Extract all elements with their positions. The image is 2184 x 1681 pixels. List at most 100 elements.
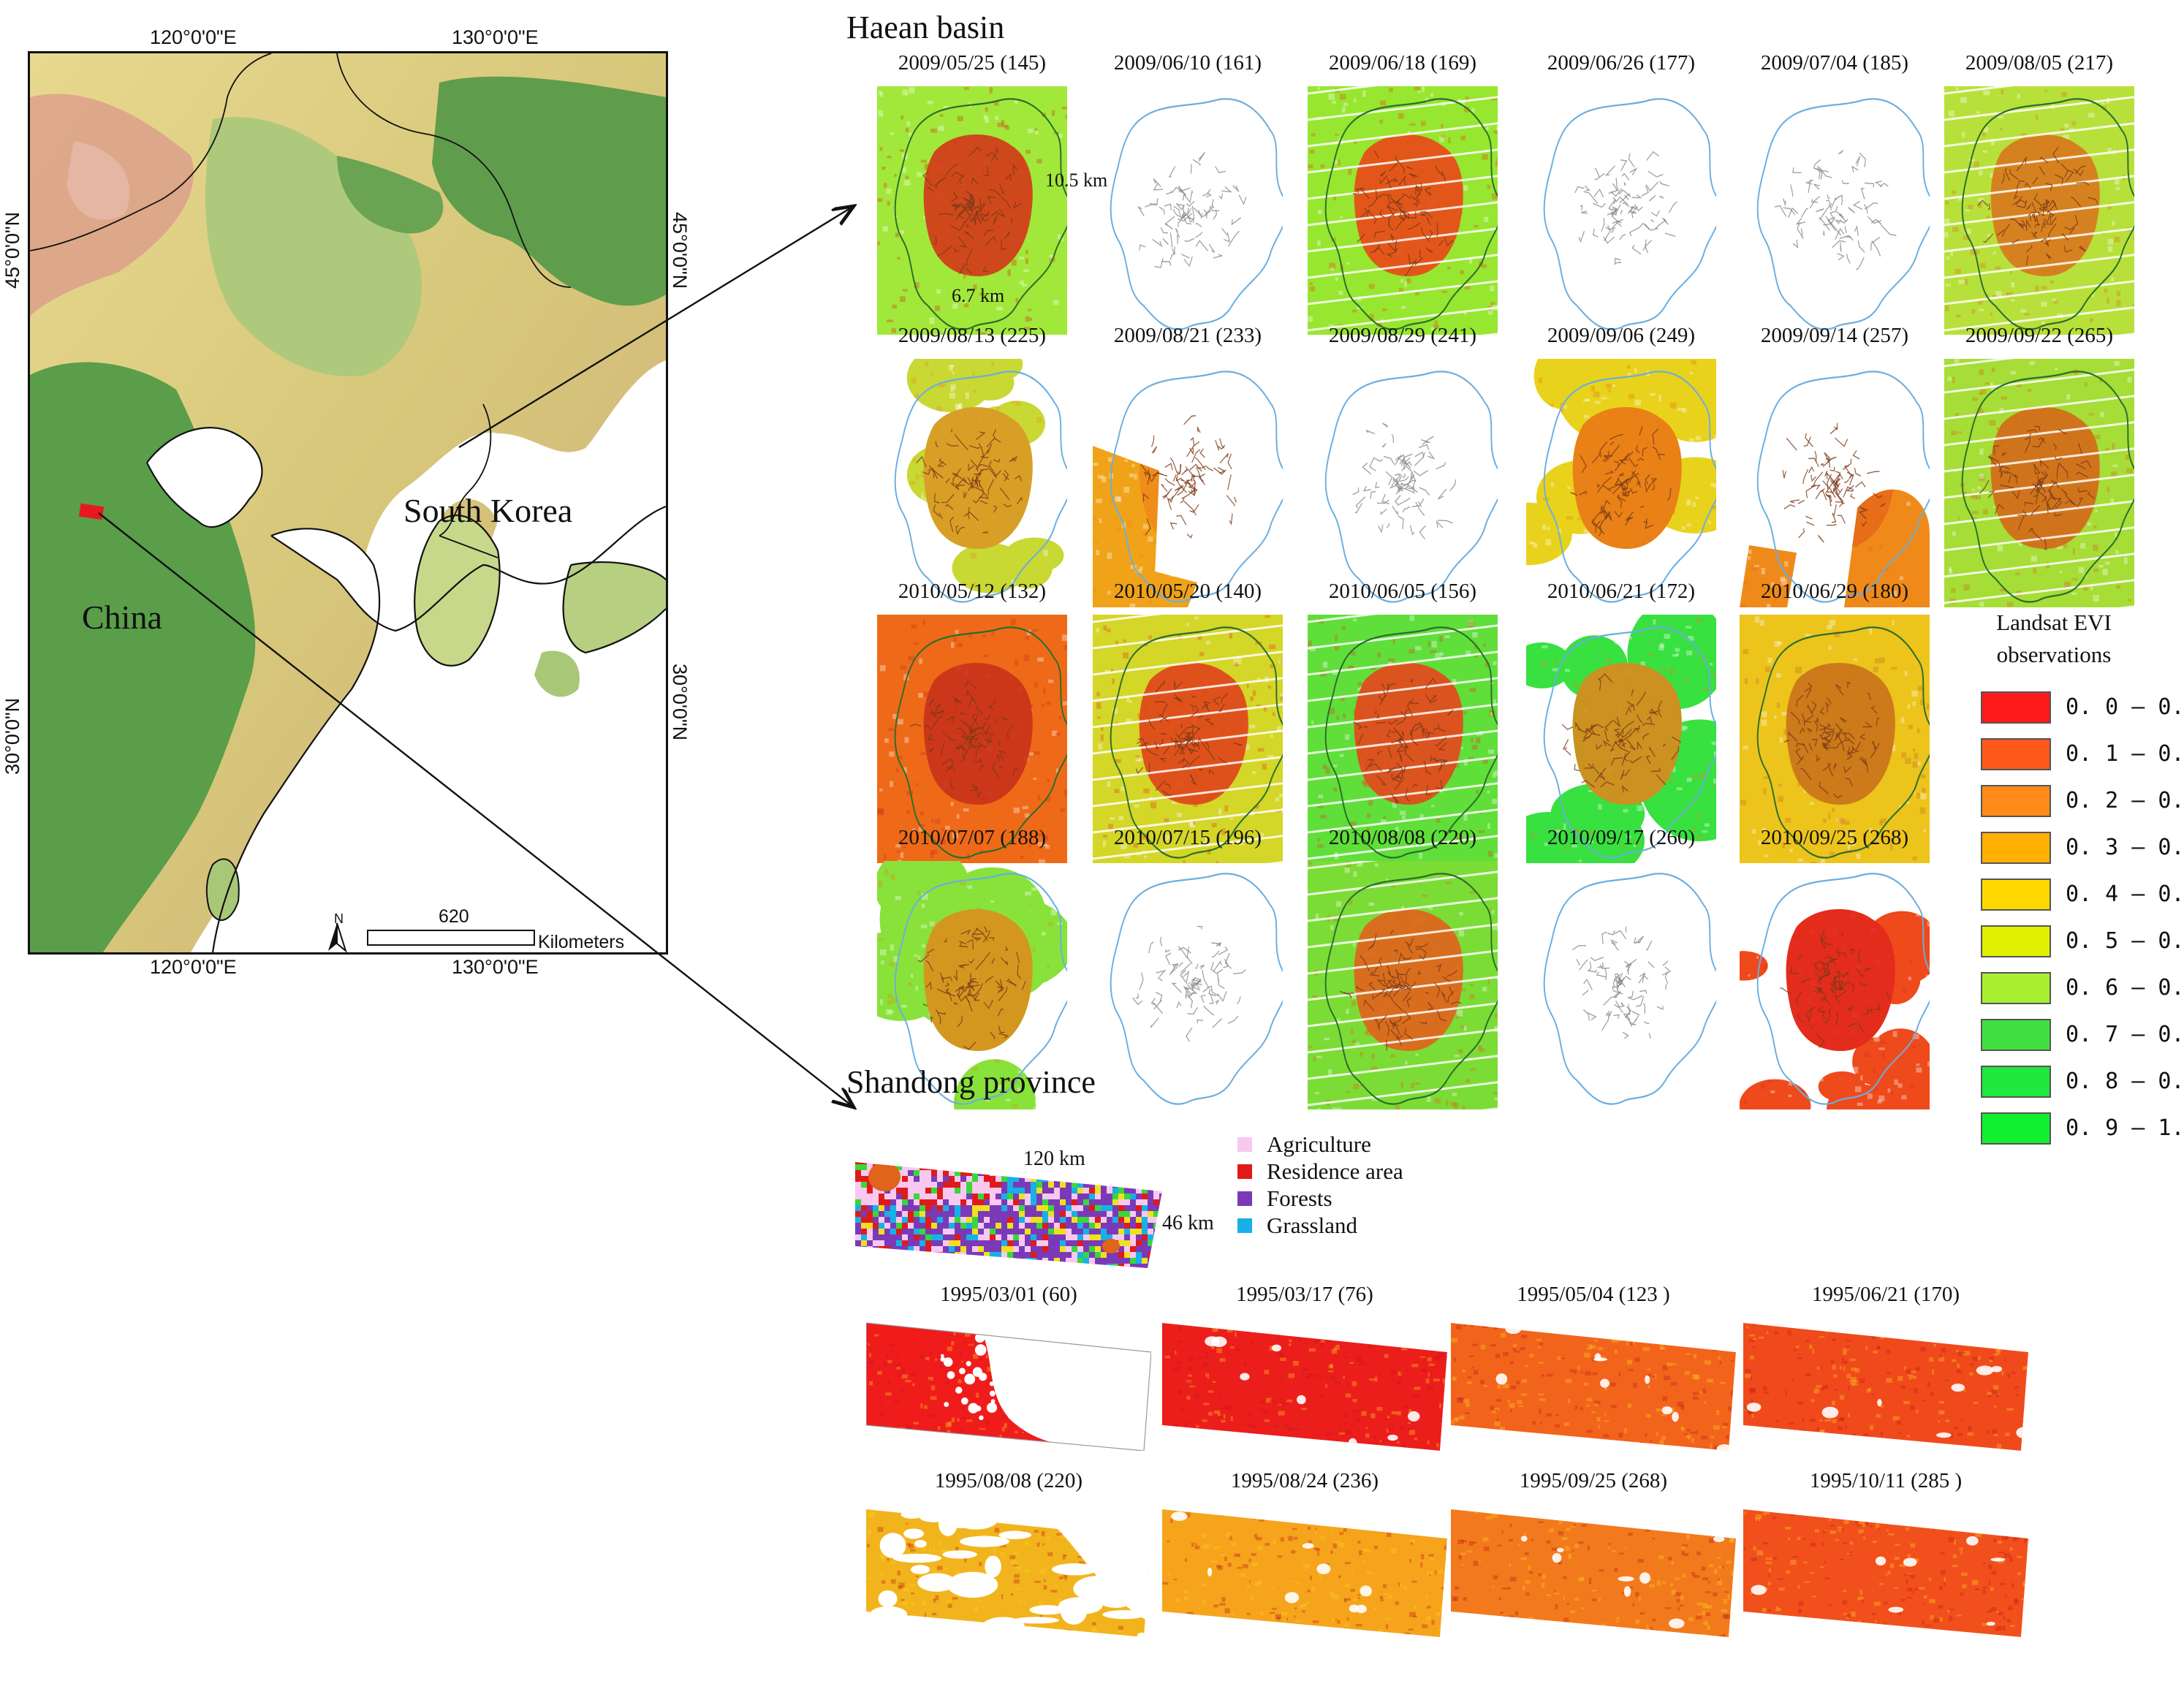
evi-legend-title-line1: Landsat EVI [1996, 610, 2112, 635]
country-label-south-korea: South Korea [403, 492, 573, 529]
terrain-map [30, 53, 666, 952]
shandong-landuse-map [855, 1162, 1162, 1268]
overview-map[interactable] [28, 51, 668, 955]
evi-legend-swatch [1981, 1066, 2051, 1098]
landuse-legend-swatch [1237, 1191, 1252, 1206]
shandong-evi-image [1743, 1509, 2028, 1637]
evi-legend-swatch [1981, 925, 2051, 957]
haean-panel: 2010/06/29 (180) [1729, 580, 1941, 865]
panel-date-label: 2009/05/25 (145) [898, 51, 1047, 75]
panel-date-label: 2009/09/06 (249) [1547, 324, 1696, 347]
haean-evi-image [1093, 615, 1283, 863]
haean-panel: 2009/08/29 (241) [1297, 324, 1509, 609]
haean-panel: 2009/08/13 (225) [866, 324, 1078, 609]
haean-panel: 2010/05/12 (132) [866, 580, 1078, 865]
evi-legend-label: 0. 5 – 0. 6 [2066, 928, 2184, 954]
evi-legend-label: 0. 3 – 0. 4 [2066, 835, 2184, 860]
haean-panel: 2010/08/08 (220) [1297, 826, 1509, 1111]
haean-width-label: 10.5 km [1045, 170, 1108, 191]
panel-date-label: 2010/08/08 (220) [1328, 826, 1477, 849]
north-label: N [334, 911, 344, 926]
panel-date-label: 1995/08/24 (236) [1230, 1469, 1379, 1492]
haean-panel: 2009/09/22 (265) [1933, 324, 2145, 609]
evi-legend-swatch [1981, 832, 2051, 864]
scale-value: 620 [439, 906, 469, 927]
coord-top-2: 130°0'0"E [452, 26, 539, 48]
evi-legend-title-line2: observations [1996, 642, 2112, 667]
shandong-panel: 1995/03/17 (76) [1162, 1283, 1447, 1465]
panel-date-label: 2009/08/29 (241) [1328, 324, 1477, 347]
panel-date-label: 2010/07/07 (188) [898, 826, 1047, 849]
haean-evi-image [894, 359, 1067, 603]
haean-panel: 2009/08/21 (233) [1082, 324, 1294, 609]
shandong-evi-image [866, 1509, 1151, 1637]
haean-evi-image [1944, 86, 2134, 335]
shandong-evi-image [1743, 1323, 2028, 1451]
evi-legend-label: 0. 9 – 1. 0 [2066, 1115, 2184, 1141]
panel-date-label: 2009/06/26 (177) [1547, 51, 1696, 75]
evi-legend-label: 0. 0 – 0. 1 [2066, 694, 2184, 720]
panel-date-label: 2010/06/21 (172) [1547, 580, 1696, 603]
haean-evi-image [1526, 359, 1716, 603]
haean-panel: 2009/09/14 (257) [1729, 324, 1941, 609]
haean-panel: 2010/07/07 (188) [866, 826, 1078, 1111]
evi-legend-title: Landsat EVI observations [1966, 607, 2142, 671]
haean-evi-image [1740, 873, 1930, 1109]
landuse-legend-swatch [1237, 1164, 1252, 1179]
landuse-legend-swatch [1237, 1218, 1252, 1233]
haean-title: Haean basin [846, 10, 1005, 45]
haean-evi-image [1740, 371, 1930, 607]
scale-bar [367, 930, 535, 946]
coord-bottom-1: 120°0'0"E [150, 956, 237, 978]
haean-panel: 2009/07/04 (185) [1729, 51, 1941, 336]
panel-date-label: 2009/06/18 (169) [1328, 51, 1477, 75]
panel-date-label: 2010/05/12 (132) [898, 580, 1047, 603]
panel-date-label: 2009/07/04 (185) [1760, 51, 1909, 75]
shandong-height-label: 46 km [1162, 1212, 1214, 1234]
landuse-legend-label: Grassland [1267, 1213, 1357, 1238]
haean-panel: 2010/05/20 (140) [1082, 580, 1294, 865]
haean-evi-image [1110, 873, 1283, 1105]
connector-arrow-shandong [98, 512, 854, 1107]
panel-date-label: 1995/09/25 (268) [1519, 1469, 1668, 1492]
haean-evi-image [1324, 371, 1498, 603]
panel-date-label: 2010/09/17 (260) [1547, 826, 1696, 849]
shandong-evi-image [866, 1322, 1151, 1451]
north-arrow-icon [328, 922, 347, 952]
haean-evi-image [877, 86, 1067, 335]
evi-legend-label: 0. 8 – 0. 9 [2066, 1069, 2184, 1094]
evi-legend-swatch [1981, 1019, 2051, 1051]
haean-evi-image [1944, 359, 2134, 607]
haean-panel: 2009/06/26 (177) [1515, 51, 1727, 336]
korea-peninsula [414, 515, 500, 666]
evi-legend-swatch [1981, 738, 2051, 770]
haean-panel: 2010/09/25 (268) [1729, 826, 1941, 1111]
connector-arrow-haean [458, 206, 854, 449]
evi-legend-label: 0. 2 – 0. 3 [2066, 788, 2184, 813]
panel-date-label: 2009/08/05 (217) [1965, 51, 2114, 75]
shandong-panel: 1995/10/11 (285 ) [1743, 1469, 2028, 1652]
haean-height-label: 6.7 km [952, 285, 1005, 306]
haean-evi-image [1308, 86, 1498, 335]
shandong-width-label: 120 km [1023, 1147, 1085, 1170]
haean-evi-image [1756, 98, 1930, 330]
haean-panel: 2009/06/10 (161) [1082, 51, 1294, 336]
evi-legend-swatch [1981, 691, 2051, 724]
panel-date-label: 2010/09/25 (268) [1760, 826, 1909, 849]
landuse-legend-label: Forests [1267, 1185, 1332, 1211]
haean-panel: 2010/07/15 (196) [1082, 826, 1294, 1111]
landuse-legend-swatch [1237, 1137, 1252, 1152]
haean-panel: 2010/06/05 (156) [1297, 580, 1509, 865]
panel-date-label: 2009/09/22 (265) [1965, 324, 2114, 347]
evi-legend-swatch [1981, 879, 2051, 911]
panel-date-label: 1995/05/04 (123 ) [1517, 1283, 1670, 1306]
shandong-study-area [78, 503, 105, 520]
haean-panel: 2010/09/17 (260) [1515, 826, 1727, 1111]
haean-evi-image [877, 615, 1067, 863]
panel-date-label: 1995/03/17 (76) [1236, 1283, 1373, 1306]
shandong-evi-image [1451, 1509, 1736, 1637]
shandong-evi-image [1162, 1323, 1447, 1451]
landuse-legend-label: Agriculture [1267, 1131, 1371, 1157]
haean-evi-image [1093, 371, 1283, 607]
